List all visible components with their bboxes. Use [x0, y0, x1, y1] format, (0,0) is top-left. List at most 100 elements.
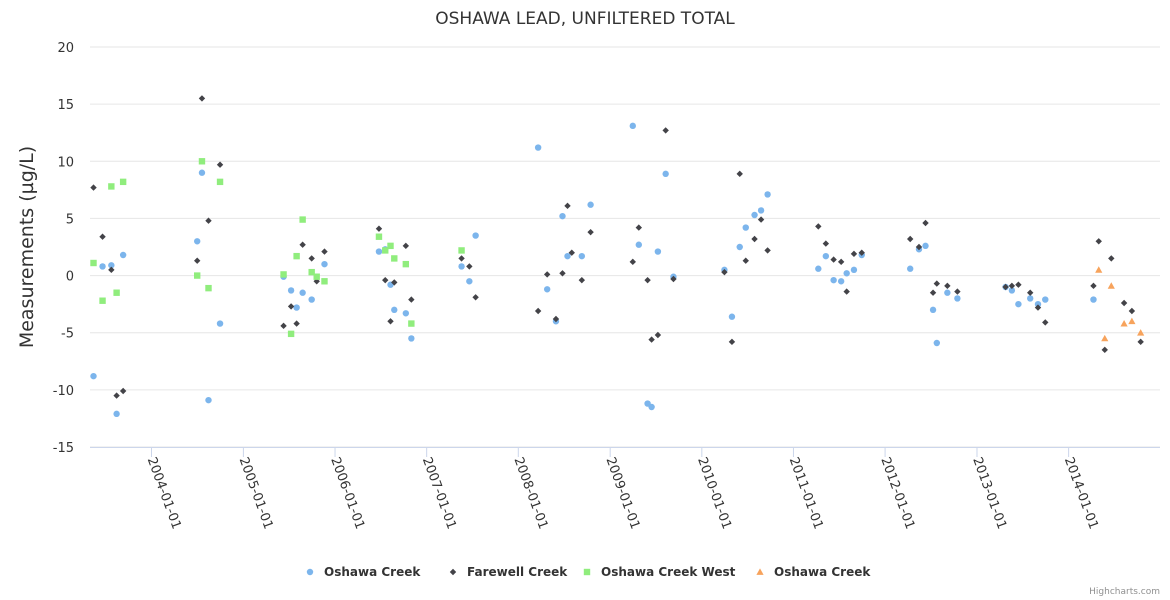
data-point[interactable] — [751, 235, 758, 243]
data-point[interactable] — [99, 263, 106, 270]
data-point[interactable] — [815, 265, 822, 272]
data-point[interactable] — [648, 403, 655, 411]
data-point[interactable] — [670, 275, 677, 283]
data-point[interactable] — [1027, 295, 1034, 302]
data-point[interactable] — [375, 225, 383, 232]
data-point[interactable] — [391, 306, 398, 314]
data-point[interactable] — [382, 247, 389, 254]
data-point[interactable] — [559, 212, 566, 220]
legend-item[interactable]: Oshawa Creek — [756, 565, 871, 579]
data-point[interactable] — [1015, 300, 1022, 308]
data-point[interactable] — [764, 247, 771, 254]
data-point[interactable] — [466, 278, 473, 285]
data-point[interactable] — [830, 276, 837, 284]
data-point[interactable] — [929, 306, 937, 314]
data-point[interactable] — [113, 289, 120, 296]
data-point[interactable] — [587, 201, 594, 208]
data-point[interactable] — [534, 307, 542, 315]
data-point[interactable] — [736, 170, 743, 178]
data-point[interactable] — [850, 250, 858, 258]
data-point[interactable] — [837, 278, 845, 285]
data-point[interactable] — [287, 287, 295, 294]
data-point[interactable] — [662, 170, 669, 178]
data-point[interactable] — [321, 278, 328, 285]
data-point[interactable] — [408, 335, 415, 342]
data-point[interactable] — [308, 255, 315, 262]
data-point[interactable] — [321, 248, 328, 255]
data-point[interactable] — [933, 339, 941, 347]
data-point[interactable] — [391, 255, 398, 262]
data-point[interactable] — [458, 263, 465, 270]
data-point[interactable] — [564, 202, 571, 210]
data-point[interactable] — [534, 144, 542, 151]
data-point[interactable] — [815, 223, 822, 230]
data-point[interactable] — [1042, 319, 1049, 326]
legend-item[interactable]: Oshawa Creek — [306, 565, 422, 579]
data-point[interactable] — [299, 241, 306, 248]
data-point[interactable] — [308, 296, 315, 303]
data-point[interactable] — [198, 95, 206, 102]
data-point[interactable] — [843, 288, 850, 295]
data-point[interactable] — [402, 260, 410, 268]
data-point[interactable] — [113, 392, 120, 399]
data-point[interactable] — [1095, 238, 1102, 245]
data-point[interactable] — [299, 289, 306, 296]
data-point[interactable] — [629, 258, 636, 266]
data-point[interactable] — [205, 284, 212, 292]
legend-marker[interactable] — [583, 568, 591, 576]
data-point[interactable] — [757, 216, 765, 223]
data-point[interactable] — [280, 322, 287, 330]
data-point[interactable] — [1101, 346, 1108, 354]
data-point[interactable] — [742, 257, 749, 264]
data-point[interactable] — [552, 315, 560, 323]
data-point[interactable] — [568, 249, 575, 256]
data-point[interactable] — [757, 207, 765, 214]
data-point[interactable] — [1042, 296, 1049, 303]
data-point[interactable] — [915, 243, 923, 251]
data-point[interactable] — [944, 289, 951, 296]
data-point[interactable] — [299, 216, 306, 223]
data-point[interactable] — [543, 286, 551, 293]
data-point[interactable] — [635, 224, 643, 231]
data-point[interactable] — [578, 252, 586, 260]
data-point[interactable] — [944, 282, 951, 290]
data-point[interactable] — [472, 232, 479, 239]
data-point[interactable] — [1034, 304, 1042, 311]
legend-marker[interactable] — [306, 568, 314, 576]
data-point[interactable] — [194, 238, 201, 245]
data-point[interactable] — [119, 178, 127, 186]
data-point[interactable] — [1090, 282, 1097, 290]
data-point[interactable] — [216, 178, 224, 186]
data-point[interactable] — [564, 252, 571, 260]
data-point[interactable] — [119, 251, 127, 259]
data-point[interactable] — [721, 268, 728, 276]
data-point[interactable] — [287, 303, 295, 310]
data-point[interactable] — [466, 263, 473, 270]
data-point[interactable] — [1008, 287, 1016, 294]
data-point[interactable] — [922, 219, 929, 227]
data-point[interactable] — [375, 248, 383, 255]
data-point[interactable] — [90, 184, 97, 191]
data-point[interactable] — [644, 276, 651, 284]
data-point[interactable] — [198, 169, 206, 176]
data-point[interactable] — [728, 338, 736, 346]
data-point[interactable] — [1101, 334, 1109, 342]
data-point[interactable] — [194, 272, 201, 279]
data-point[interactable] — [922, 242, 929, 250]
data-point[interactable] — [402, 310, 410, 317]
data-point[interactable] — [408, 320, 415, 327]
data-point[interactable] — [1034, 300, 1042, 308]
data-point[interactable] — [906, 265, 914, 272]
data-point[interactable] — [1137, 338, 1144, 346]
data-point[interactable] — [99, 297, 106, 304]
data-point[interactable] — [119, 387, 127, 395]
data-point[interactable] — [391, 279, 398, 286]
data-point[interactable] — [293, 304, 300, 311]
data-point[interactable] — [736, 243, 743, 251]
data-point[interactable] — [742, 224, 749, 231]
data-point[interactable] — [108, 262, 115, 269]
data-point[interactable] — [113, 410, 120, 418]
data-point[interactable] — [635, 241, 643, 248]
data-point[interactable] — [629, 122, 636, 130]
data-point[interactable] — [559, 270, 566, 277]
